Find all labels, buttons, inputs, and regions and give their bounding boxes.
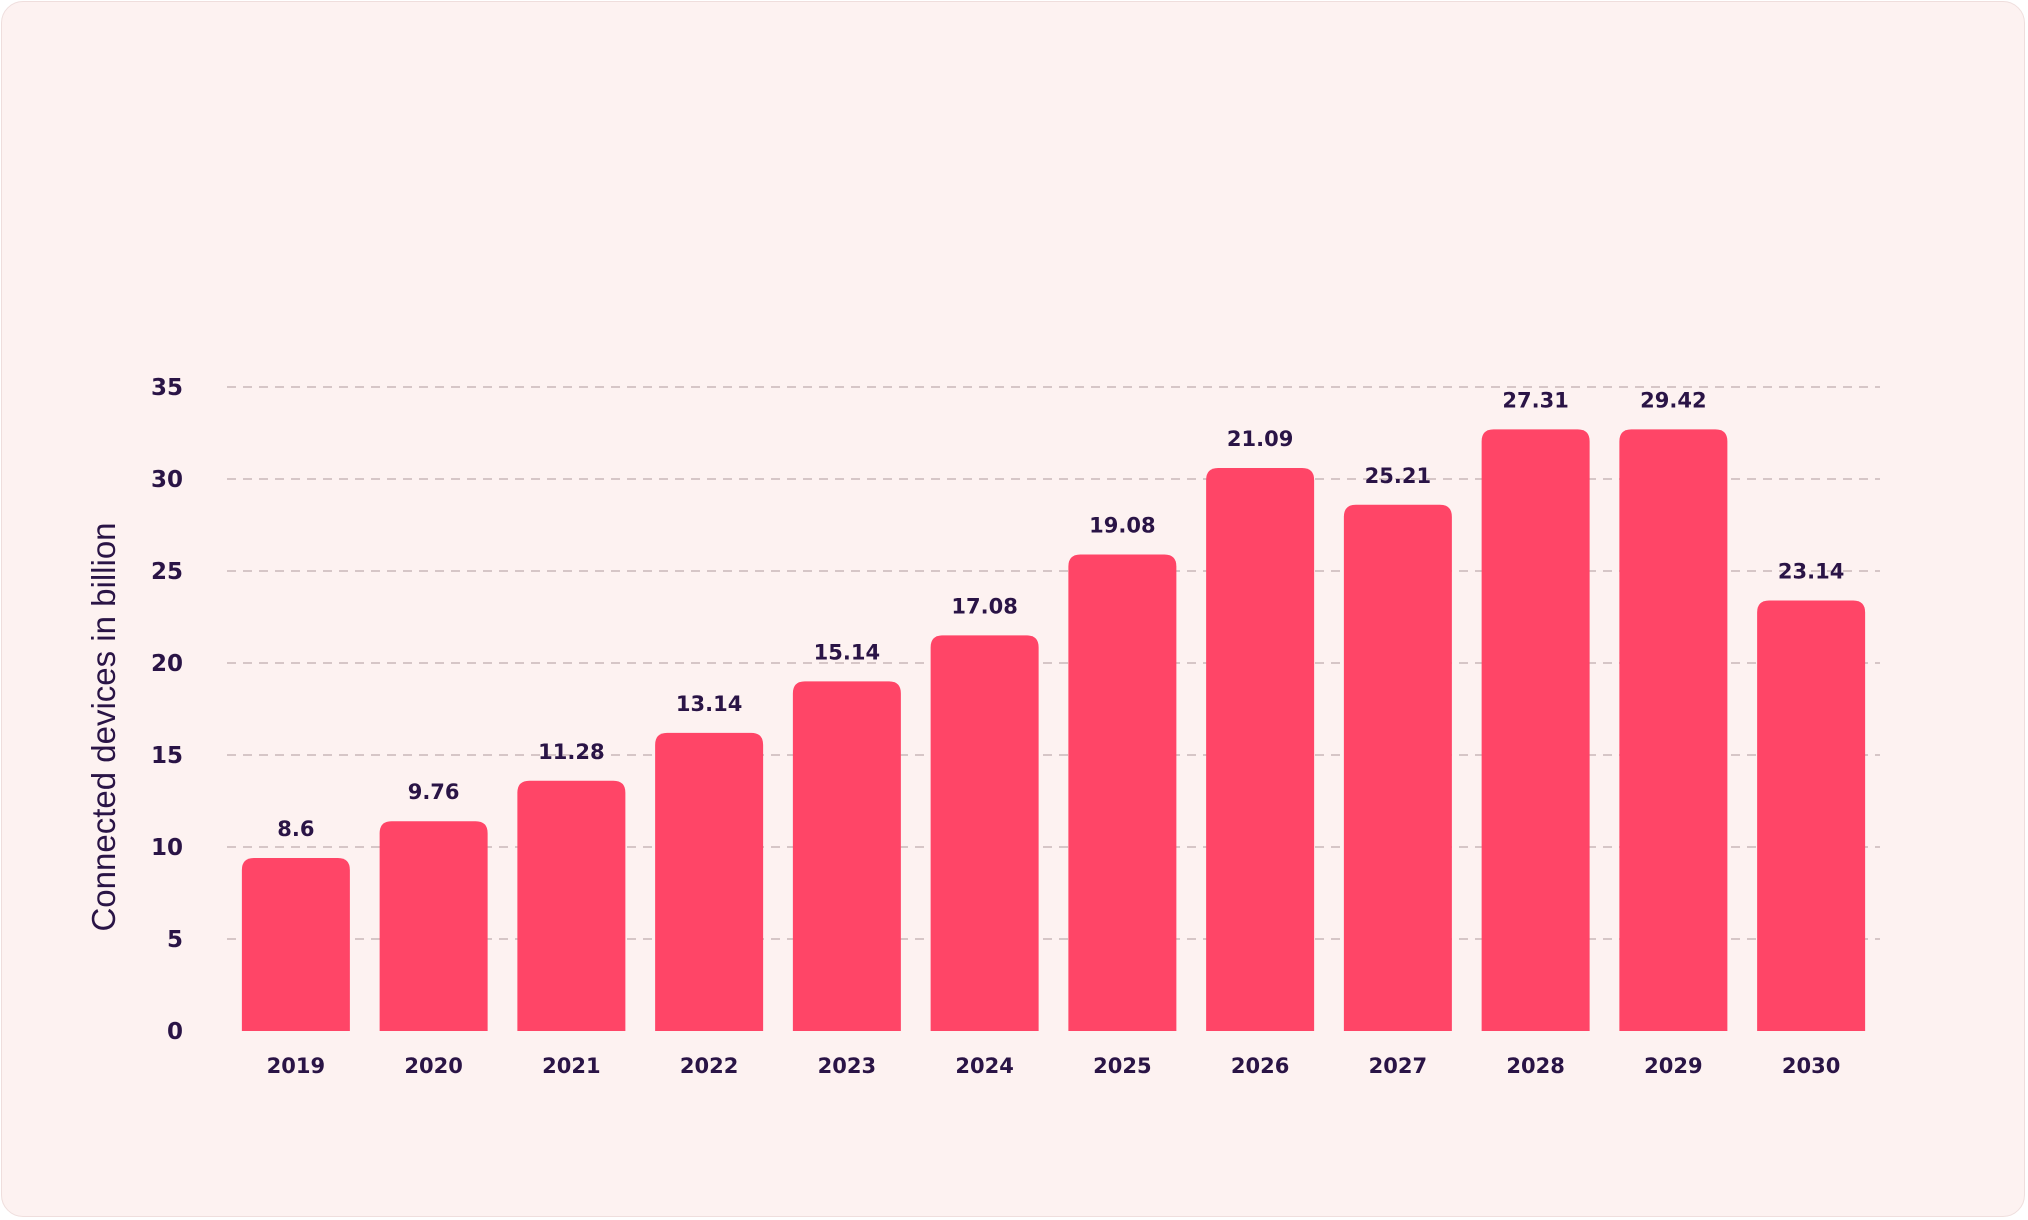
bars [241,429,1866,1032]
bar-2030 [1757,600,1866,1031]
y-tick-label: 20 [151,651,183,677]
y-tick-label: 10 [151,835,183,861]
bar-2019 [241,858,350,1031]
y-tick-label: 5 [167,927,183,953]
bar-2023 [792,681,901,1031]
x-tick-label-2022: 2022 [680,1054,738,1078]
data-label-2022: 13.14 [676,692,742,716]
x-axis-ticks: 2019 2020 2021 2022 2023 2024 2025 2026 2027 2028… [267,1054,1841,1078]
data-label-2027: 25.21 [1365,464,1431,488]
grid-lines [227,386,1880,940]
data-label-2030: 23.14 [1778,559,1844,583]
x-tick-label-2028: 2028 [1506,1054,1564,1078]
data-label-2019: 8.6 [277,817,314,841]
bar-2025 [1068,554,1177,1031]
y-tick-label: 25 [151,559,183,585]
y-axis-ticks: 0 5 10 15 20 25 30 35 [151,375,183,1045]
bar-2020 [379,821,488,1031]
data-label-2024: 17.08 [951,594,1017,618]
bar-2024 [930,635,1039,1031]
y-tick-label: 35 [151,375,183,401]
y-tick-label: 0 [167,1019,183,1045]
bar-2022 [655,732,764,1031]
data-labels: 8.6 9.76 11.28 13.14 15.14 17.08 19.08 21.09 25.… [277,388,1844,841]
x-tick-label-2027: 2027 [1369,1054,1427,1078]
data-label-2025: 19.08 [1089,513,1155,537]
x-tick-label-2026: 2026 [1231,1054,1289,1078]
y-tick-label: 15 [151,743,183,769]
x-tick-label-2024: 2024 [955,1054,1013,1078]
x-tick-label-2025: 2025 [1093,1054,1151,1078]
data-label-2021: 11.28 [538,740,604,764]
x-tick-label-2020: 2020 [404,1054,462,1078]
bar-2028 [1481,429,1590,1031]
x-tick-label-2029: 2029 [1644,1054,1702,1078]
x-tick-label-2030: 2030 [1782,1054,1840,1078]
data-label-2026: 21.09 [1227,427,1293,451]
y-axis-title: Connected devices in billion [85,522,122,931]
data-label-2020: 9.76 [408,780,460,804]
bar-2026 [1206,467,1315,1032]
x-tick-label-2019: 2019 [267,1054,325,1078]
data-label-2028: 27.31 [1502,388,1568,412]
data-label-2023: 15.14 [814,640,880,664]
data-label-2029: 29.42 [1640,388,1706,412]
x-tick-label-2021: 2021 [542,1054,600,1078]
bar-2027 [1343,504,1452,1031]
bar-2029 [1619,429,1728,1031]
y-tick-label: 30 [151,467,183,493]
x-tick-label-2023: 2023 [818,1054,876,1078]
bar-2021 [517,780,626,1031]
